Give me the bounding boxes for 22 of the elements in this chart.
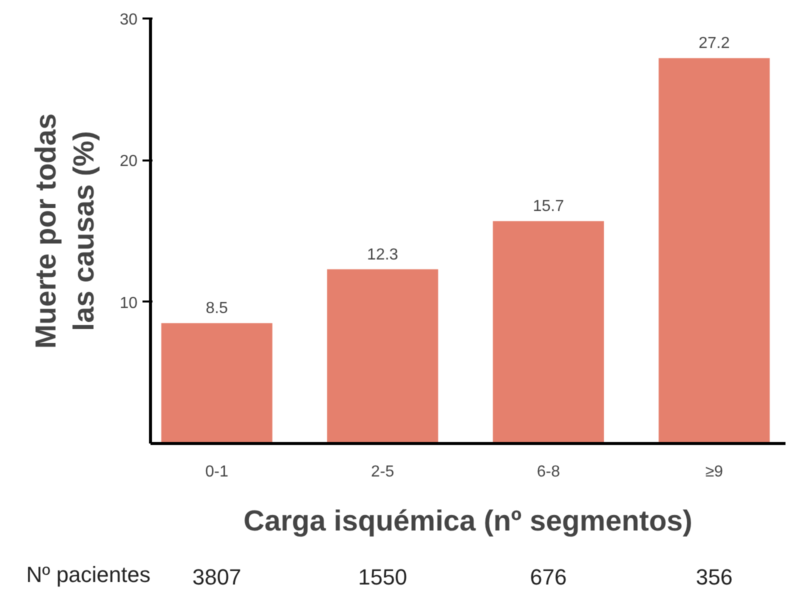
x-tick-label: 0-1 — [205, 464, 228, 480]
text: 1550 — [358, 564, 408, 590]
y-tick-label: 30 — [120, 12, 138, 28]
bar — [658, 58, 770, 444]
x-tick-label: ≥9 — [705, 464, 724, 480]
y-tick-label: 20 — [120, 153, 138, 170]
y-axis-title: Muerte por todas las causas (%) — [30, 113, 101, 349]
bar — [161, 323, 272, 444]
data-label: 15.7 — [532, 198, 564, 216]
x-tick-label: 2-5 — [371, 464, 394, 480]
y-tick-label: 10 — [120, 294, 138, 312]
text: 356 — [696, 564, 733, 590]
text: 676 — [530, 564, 567, 590]
x-axis-title: Carga isquémica (nº segmentos) — [244, 506, 692, 538]
bar — [327, 269, 438, 444]
text: 3807 — [192, 564, 242, 590]
bar — [492, 221, 604, 444]
data-label: 8.5 — [206, 300, 228, 318]
text: Nº pacientes — [26, 562, 151, 587]
x-tick-label: 6-8 — [536, 464, 560, 480]
data-label: 12.3 — [367, 246, 398, 264]
data-label: 27.2 — [698, 35, 730, 52]
